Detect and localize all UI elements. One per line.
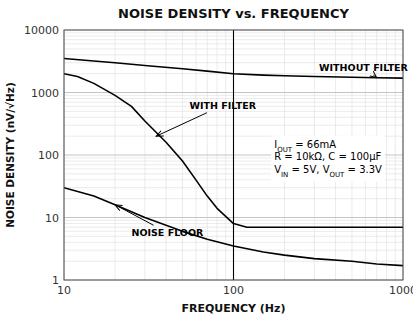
x-tick-label: 1000 xyxy=(389,284,413,297)
info-box: IOUT = 66mAR = 10kΩ, C = 100μFVIN = 5V, … xyxy=(271,136,385,182)
y-axis-label: NOISE DENSITY (nV/√Hz) xyxy=(4,82,16,228)
y-tick-label: 10 xyxy=(45,212,59,225)
x-axis-label: FREQUENCY (Hz) xyxy=(181,302,285,315)
reference-lines xyxy=(233,30,234,280)
annotation-arrow xyxy=(115,205,154,226)
annotation-arrow xyxy=(156,113,207,136)
y-tick-label: 1000 xyxy=(31,87,59,100)
y-tick-label: 100 xyxy=(38,149,59,162)
grid-line xyxy=(233,30,234,280)
info-text-part: R = 10kΩ, C = 100μF xyxy=(274,151,381,162)
annotation: WITHOUT FILTER xyxy=(319,62,408,73)
y-tick-label: 10000 xyxy=(24,24,59,37)
info-text-part: = 3.3V xyxy=(344,164,382,175)
info-text-subscript: OUT xyxy=(329,171,345,179)
series xyxy=(64,59,403,266)
annotation: WITH FILTER xyxy=(189,100,256,111)
info-text: IOUT = 66mAR = 10kΩ, C = 100μFVIN = 5V, … xyxy=(274,139,382,179)
annotation-arrow xyxy=(373,75,376,78)
y-tick-label: 1 xyxy=(52,274,59,287)
x-tick-label: 100 xyxy=(223,284,244,297)
x-tick-label: 10 xyxy=(57,284,71,297)
axes: 101001000110100100010000 xyxy=(24,24,413,297)
info-text-part: = 66mA xyxy=(292,139,336,150)
vertical-line xyxy=(233,30,234,280)
annotation: NOISE FLOOR xyxy=(131,227,204,238)
info-text-subscript: IN xyxy=(281,171,288,179)
chart: 101001000110100100010000NOISE DENSITY vs… xyxy=(0,0,413,325)
line xyxy=(64,188,403,266)
annotations: WITHOUT FILTER WITH FILTER NOISE FLOOR xyxy=(115,62,409,238)
title: NOISE DENSITY vs. FREQUENCY xyxy=(118,6,349,21)
info-box-background xyxy=(271,136,385,182)
info-text-part: = 5V, V xyxy=(288,164,329,175)
